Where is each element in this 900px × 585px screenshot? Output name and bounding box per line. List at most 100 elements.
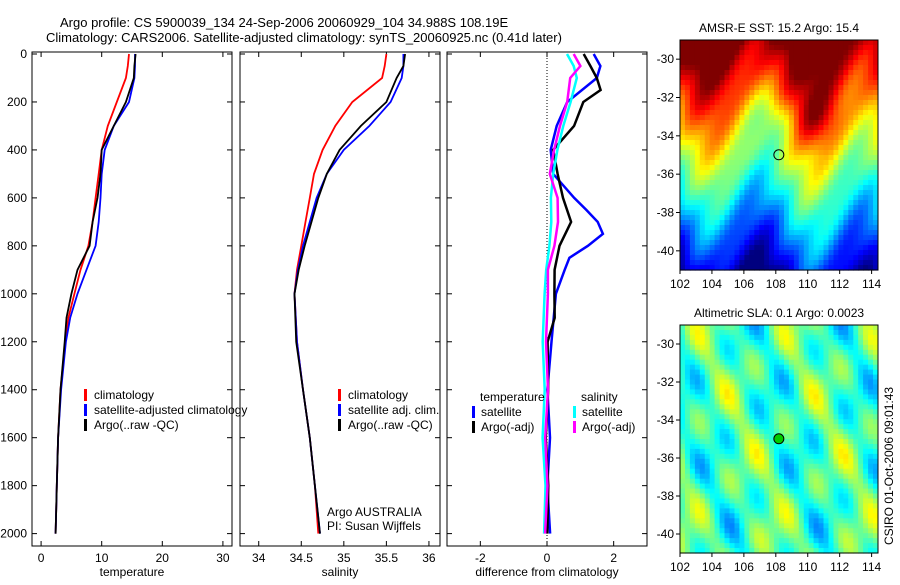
map-cell	[774, 543, 780, 549]
map-cell	[858, 453, 864, 460]
map-cell	[868, 543, 874, 549]
map-cell	[788, 40, 795, 46]
map-cell	[719, 483, 726, 490]
map-cell	[685, 488, 691, 495]
map-cell	[689, 399, 696, 405]
map-cell	[769, 215, 775, 221]
map-cell	[823, 379, 829, 386]
map-cell	[680, 384, 686, 391]
map-cell	[724, 60, 730, 66]
map-cell	[868, 185, 874, 191]
map-cell	[843, 339, 849, 346]
map-cell	[685, 145, 691, 151]
map-cell	[769, 538, 775, 544]
map-cell	[734, 409, 740, 415]
map-cell	[680, 379, 686, 386]
map-cell	[769, 523, 775, 529]
map-cell	[863, 503, 869, 509]
map-cell	[793, 255, 800, 261]
map-cell	[739, 325, 745, 331]
title-line-2: Climatology: CARS2006. Satellite-adjuste…	[46, 30, 562, 45]
map-cell	[739, 90, 745, 96]
map-cell	[689, 493, 696, 500]
map-cell	[739, 538, 745, 544]
map-cell	[774, 230, 780, 236]
map-cell	[704, 65, 711, 71]
map-cell	[813, 220, 820, 226]
map-cell	[694, 235, 701, 241]
map-cell	[749, 165, 755, 171]
map-cell	[873, 155, 879, 161]
map-cell	[803, 180, 810, 186]
map-cell	[729, 548, 735, 554]
map-cell	[729, 498, 735, 505]
map-cell	[699, 424, 706, 430]
map-cell	[724, 185, 730, 191]
map-cell	[873, 374, 879, 381]
map-cell	[729, 265, 735, 271]
map-cell	[719, 50, 726, 56]
map-cell	[714, 120, 721, 126]
map-cell	[704, 180, 711, 186]
map-cell	[833, 260, 839, 266]
map-cell	[858, 468, 864, 475]
map-cell	[863, 473, 869, 480]
map-cell	[863, 205, 869, 211]
map-cell	[853, 349, 859, 356]
map-cell	[689, 513, 696, 519]
map-cell	[754, 100, 760, 106]
map-cell	[808, 160, 815, 166]
map-cell	[685, 240, 691, 246]
map-cell	[744, 414, 750, 420]
map-cell	[744, 245, 750, 251]
map-cell	[848, 205, 854, 211]
map-cell	[798, 488, 805, 495]
map-cell	[774, 419, 780, 425]
map-cell	[719, 155, 726, 161]
map-cell	[803, 538, 810, 544]
map-cell	[788, 195, 795, 201]
map-cell	[680, 409, 686, 415]
map-cell	[848, 448, 854, 455]
map-cell	[774, 513, 780, 519]
map-cell	[680, 424, 686, 430]
map-cell	[833, 369, 839, 376]
map-cell	[744, 419, 750, 425]
map-cell	[689, 235, 696, 241]
map-cell	[714, 543, 721, 549]
credit-text: CSIRO 01-Oct-2006 09:01:43	[882, 387, 896, 545]
map-cell	[823, 150, 829, 156]
map-cell	[734, 503, 740, 509]
map-cell	[784, 135, 790, 141]
map-cell	[699, 523, 706, 529]
map-cell	[843, 473, 849, 480]
map-cell	[734, 140, 740, 146]
annotation-text: Argo AUSTRALIA	[327, 505, 422, 519]
map-cell	[759, 434, 765, 440]
map-cell	[769, 429, 775, 435]
map-cell	[818, 478, 825, 485]
map-cell	[759, 424, 765, 430]
map-cell	[680, 250, 686, 256]
map-cell	[699, 330, 706, 336]
map-cell	[744, 498, 750, 505]
map-cell	[798, 155, 805, 161]
map-cell	[680, 230, 686, 236]
map-cell	[843, 424, 849, 430]
map-cell	[739, 150, 745, 156]
map-cell	[714, 513, 721, 519]
map-cell	[863, 130, 869, 136]
map-cell	[873, 488, 879, 495]
map-cell	[704, 453, 711, 460]
map-cell	[808, 359, 815, 366]
map-cell	[769, 110, 775, 116]
map-cell	[694, 330, 701, 336]
map-cell	[868, 55, 874, 61]
axes-frame	[31, 51, 233, 547]
map-cell	[848, 70, 854, 76]
map-cell	[863, 120, 869, 126]
map-cell	[724, 473, 730, 480]
map-cell	[848, 339, 854, 346]
map-cell	[719, 65, 726, 71]
